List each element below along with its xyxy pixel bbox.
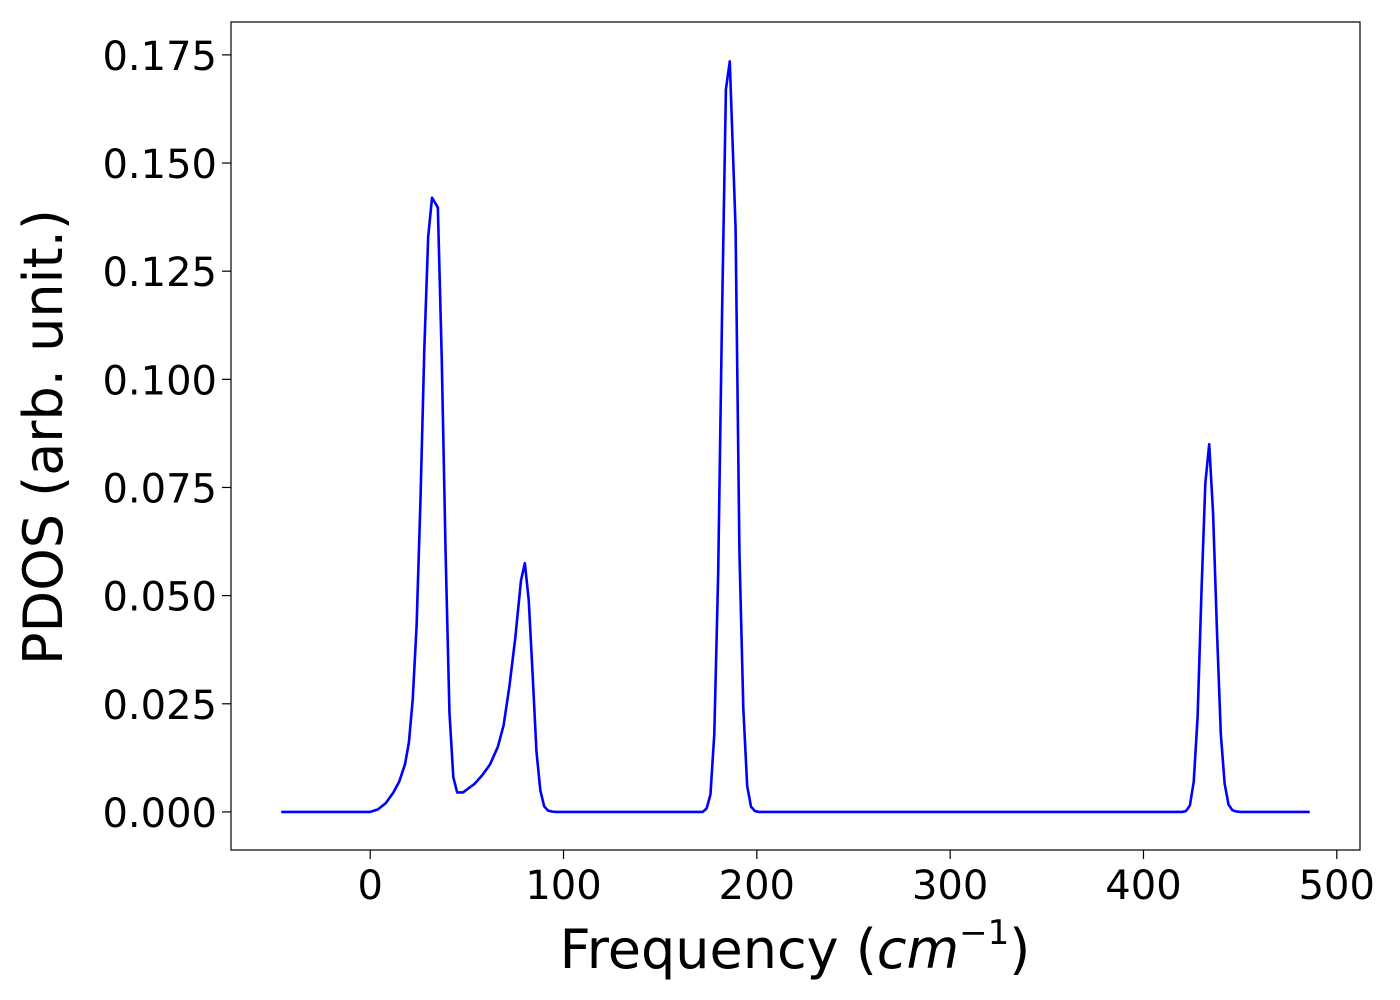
y-tick-label: 0.000 <box>102 791 217 837</box>
y-tick-label: 0.025 <box>102 683 217 729</box>
x-tick-label: 500 <box>1299 863 1375 909</box>
y-tick-label: 0.150 <box>102 142 217 188</box>
x-axis-label: Frequency (cm−1) <box>560 913 1031 981</box>
x-tick-label: 300 <box>912 863 988 909</box>
x-tick-label: 0 <box>357 863 382 909</box>
plot-area <box>230 21 1361 851</box>
x-tick-label: 400 <box>1105 863 1181 909</box>
y-tick-label: 0.175 <box>102 34 217 80</box>
y-tick-label: 0.050 <box>102 575 217 621</box>
y-tick-label: 0.075 <box>102 466 217 512</box>
y-tick-label: 0.125 <box>102 250 217 296</box>
y-axis-label: PDOS (arb. unit.) <box>12 209 75 665</box>
plot-frame <box>230 21 1361 851</box>
y-axis-ticks: 0.000 0.025 0.050 0.075 0.100 0.125 0.150 0.175 <box>102 34 231 837</box>
x-tick-label: 100 <box>525 863 601 909</box>
y-tick-label: 0.100 <box>102 358 217 404</box>
x-axis-ticks: 0 100 200 300 400 500 <box>357 850 1375 909</box>
series-line-0 <box>281 60 1310 814</box>
x-tick-label: 200 <box>719 863 795 909</box>
